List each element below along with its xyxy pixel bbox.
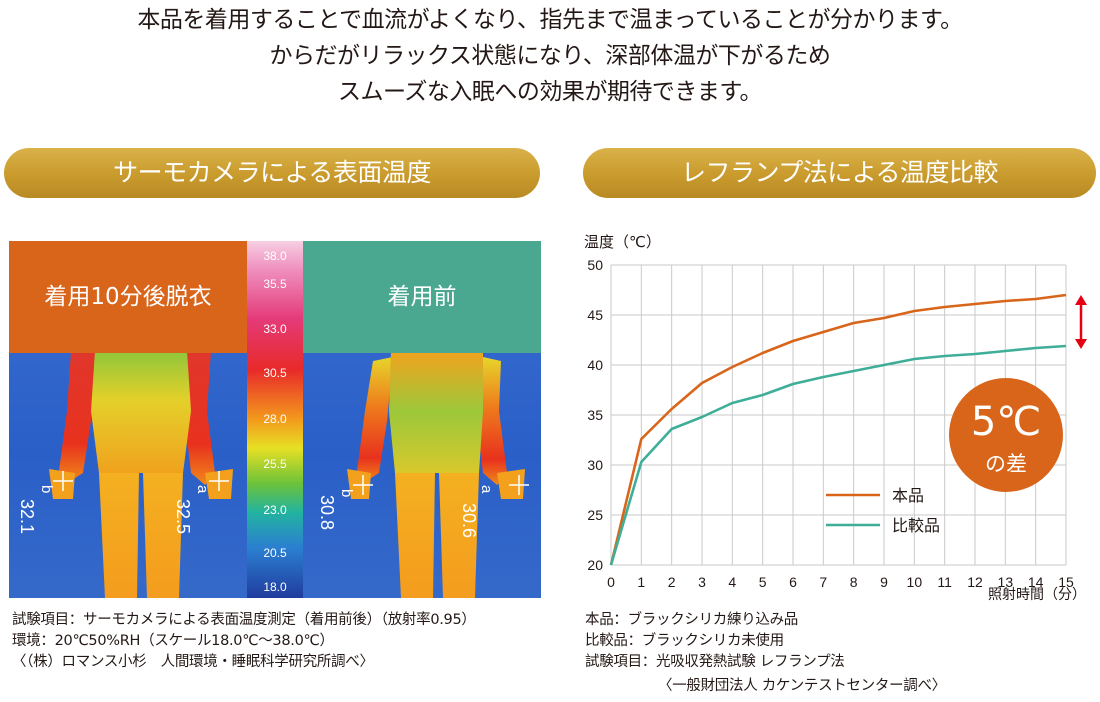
x-tick-label: 14: [1028, 574, 1044, 590]
x-tick-label: 0: [607, 574, 615, 590]
reading-b-after: 32.1: [17, 499, 37, 535]
before-label: 着用前: [303, 241, 541, 353]
x-tick-label: 10: [907, 574, 923, 590]
legend-label-1: 比較品: [892, 516, 940, 535]
x-tick-label: 6: [789, 574, 797, 590]
badge-caption: の差: [985, 452, 1027, 476]
intro-line-3: スムーズな入眠への効果が期待できます。: [337, 79, 763, 105]
series-line-1: [609, 344, 1067, 566]
crosshair-markers-after: [53, 471, 229, 491]
scale-label: 25.5: [263, 457, 287, 471]
intro-text: 本品を着用することで血流がよくなり、指先まで温まっていることが分かります。 から…: [0, 2, 1100, 110]
point-b-label-before: b: [338, 489, 355, 498]
x-tick-label: 5: [759, 574, 767, 590]
right-note-product: 本品：ブラックシリカ練り込み品: [585, 612, 798, 628]
thermo-section-header: サーモカメラによる表面温度: [4, 148, 540, 198]
scale-label: 38.0: [263, 249, 287, 263]
y-tick-label: 20: [587, 557, 603, 573]
body-silhouette-before: [347, 351, 525, 598]
x-tick-label: 2: [668, 574, 676, 590]
x-tick-label: 13: [998, 574, 1014, 590]
left-note-environment: 環境：20℃50%RH（スケール18.0℃〜38.0℃）: [12, 633, 334, 649]
lamp-temperature-chart: 温度（℃） 照射時間（分） 0 1 2 3 4 5 6 7 8 9 10 11 12 13 14 152025…: [584, 233, 1087, 603]
reading-a-before: 30.6: [459, 503, 479, 539]
difference-arrow: [1075, 295, 1087, 349]
body-silhouette-after: [49, 351, 233, 598]
scale-label: 35.5: [263, 277, 287, 291]
thermal-image-after: 着用10分後脱衣 b a 32.1 32.5: [9, 241, 247, 598]
temperature-scale-bar: 38.0 35.5 33.0 30.5 28.0 25.5 23.0 20.5 …: [247, 241, 303, 598]
y-tick-label: 25: [587, 507, 603, 523]
lamp-section-header: レフランプ法による温度比較: [583, 148, 1096, 198]
x-tick-label: 7: [819, 574, 827, 590]
y-axis-label: 温度（℃）: [584, 233, 661, 251]
x-tick-label: 4: [728, 574, 736, 590]
x-tick-label: 12: [967, 574, 983, 590]
scale-label: 18.0: [263, 580, 287, 594]
x-tick-label: 15: [1058, 574, 1074, 590]
intro-line-1: 本品を着用することで血流がよくなり、指先まで温まっていることが分かります。: [137, 7, 963, 33]
left-note-test-item: 試験項目：サーモカメラによる表面温度測定（着用前後）（放射率0.95）: [12, 612, 476, 628]
scale-label: 23.0: [263, 503, 287, 517]
crosshair-markers-before: [353, 475, 529, 495]
legend-label-0: 本品: [892, 486, 924, 505]
right-note-source: 〈一般財団法人 カケンテストセンター調べ〉: [658, 678, 946, 694]
y-tick-label: 35: [587, 407, 603, 423]
right-note-comparison: 比較品：ブラックシリカ未使用: [585, 633, 784, 649]
x-tick-label: 11: [937, 574, 952, 590]
intro-line-2: からだがリラックス状態になり、深部体温が下がるため: [269, 43, 831, 69]
scale-label: 28.0: [263, 412, 287, 426]
y-tick-label: 45: [587, 307, 603, 323]
left-note-source: 〈（株）ロマンス小杉 人間環境・睡眠科学研究所調べ〉: [12, 654, 374, 670]
reading-a-after: 32.5: [173, 499, 193, 535]
after-label: 着用10分後脱衣: [9, 241, 247, 353]
y-tick-label: 50: [587, 257, 603, 273]
y-tick-label: 30: [587, 457, 603, 473]
reading-b-before: 30.8: [317, 495, 337, 531]
point-a-label-after: a: [194, 485, 211, 494]
x-tick-label: 9: [880, 574, 888, 590]
x-tick-label: 8: [850, 574, 858, 590]
badge-value: 5℃: [971, 399, 1041, 445]
scale-label: 30.5: [263, 366, 287, 380]
x-tick-label: 1: [637, 574, 645, 590]
scale-label: 20.5: [263, 546, 287, 560]
x-tick-label: 3: [698, 574, 706, 590]
series-line-0: [609, 293, 1067, 566]
y-tick-label: 40: [587, 357, 603, 373]
point-a-label-before: a: [478, 485, 495, 494]
scale-label: 33.0: [263, 322, 287, 336]
difference-badge: 5℃ の差: [949, 378, 1063, 492]
thermal-image-before: 着用前 b a 30.8 30.6: [303, 241, 541, 598]
right-note-test-item: 試験項目：光吸収発熱試験 レフランプ法: [585, 654, 845, 670]
point-b-label-after: b: [38, 485, 55, 494]
x-axis-label: 照射時間（分）: [988, 587, 1086, 603]
